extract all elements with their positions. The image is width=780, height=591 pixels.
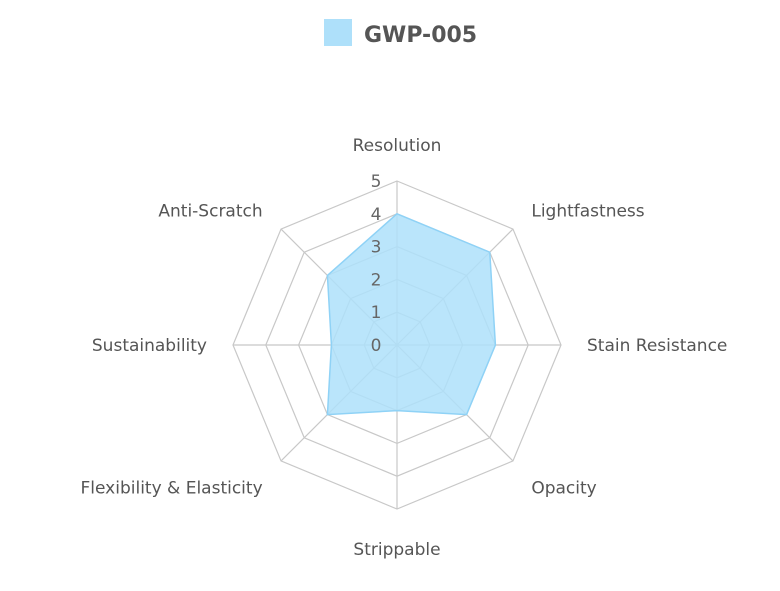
axis-label-opacity: Opacity	[531, 478, 596, 498]
axis-label-flexibility-and-elasticity: Flexibility & Elasticity	[81, 478, 263, 498]
axis-label-sustainability: Sustainability	[92, 336, 207, 356]
axis-label-resolution: Resolution	[353, 136, 442, 156]
axis-label-anti-scratch: Anti-Scratch	[158, 202, 262, 222]
radar-series	[326, 212, 497, 416]
radar-axis-labels: Resolution Lightfastness Stain Resistance O…	[81, 136, 728, 560]
tick-label-5: 5	[371, 172, 382, 192]
legend-label-gwp-005[interactable]: GWP-005	[364, 23, 477, 48]
legend-swatch[interactable]	[324, 19, 352, 46]
radar-tick-labels: 0 1 2 3 4 5	[371, 172, 382, 356]
axis-label-lightfastness: Lightfastness	[531, 202, 644, 222]
tick-label-2: 2	[371, 270, 382, 290]
tick-label-0: 0	[371, 336, 382, 356]
tick-label-3: 3	[371, 238, 382, 258]
axis-label-strippable: Strippable	[353, 540, 440, 560]
legend[interactable]: GWP-005	[324, 19, 477, 48]
series-area-gwp-005[interactable]	[326, 212, 497, 416]
tick-label-4: 4	[371, 205, 382, 225]
tick-label-1: 1	[371, 303, 382, 323]
axis-label-stain-resistance: Stain Resistance	[587, 336, 727, 356]
